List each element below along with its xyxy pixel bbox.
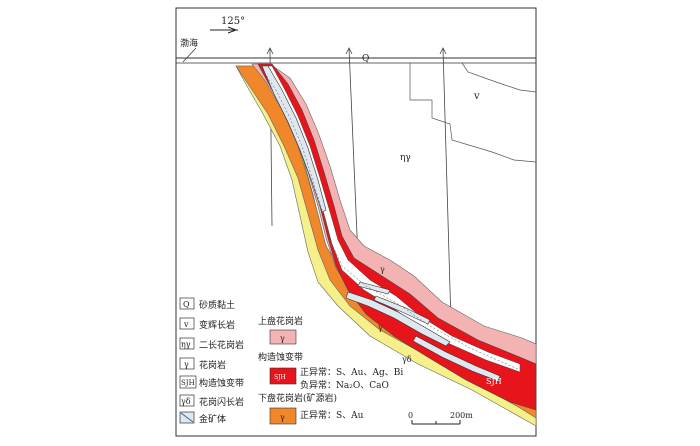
unit-label-v: v bbox=[473, 91, 480, 102]
svg-text:砂质黏土: 砂质黏土 bbox=[199, 299, 235, 311]
map-unit-labels: Q v ηγ γ γ γδ SJH bbox=[362, 54, 502, 386]
legend-item-sjh: SJH 构造蚀变带 bbox=[179, 375, 244, 389]
scale-bar: 0 200m bbox=[408, 411, 473, 425]
legend-alteration-swatch bbox=[269, 367, 297, 385]
legend-item-eta-gamma: ηγ 二长花岗岩 bbox=[179, 337, 244, 351]
svg-text:构造蚀变带: 构造蚀变带 bbox=[199, 377, 244, 389]
legend-lower-title: 下盘花岗岩(矿源岩) bbox=[258, 392, 337, 404]
svg-text:SJH: SJH bbox=[181, 379, 195, 387]
unit-label-eta-gamma: ηγ bbox=[400, 153, 411, 163]
legend-item-gamma: γ 花岗岩 bbox=[179, 357, 226, 371]
azimuth-label: 125° bbox=[221, 16, 245, 27]
legend-alteration-title: 构造蚀变带 bbox=[258, 351, 303, 363]
legend-upper-title: 上盘花岗岩 bbox=[258, 315, 303, 327]
scale-zero: 0 bbox=[408, 411, 413, 420]
scale-end: 200m bbox=[450, 411, 473, 420]
upper-granite-body bbox=[251, 63, 537, 407]
unit-label-gamma-delta: γδ bbox=[402, 355, 412, 364]
unit-label-gamma-upper: γ bbox=[380, 265, 385, 274]
legend-lower-swatch bbox=[269, 407, 297, 425]
place-leader-line bbox=[182, 47, 197, 63]
place-label: 渤海 bbox=[180, 37, 198, 49]
svg-text:变辉长岩: 变辉长岩 bbox=[199, 319, 235, 331]
svg-text:γ: γ bbox=[184, 360, 189, 369]
svg-text:γδ: γδ bbox=[181, 397, 191, 406]
legend-alteration-positive: 正异常：S、Au、Ag、Bi bbox=[300, 366, 403, 378]
legend-upper-symbol: γ bbox=[280, 334, 285, 343]
legend-item-gamma-delta: γδ 花岗闪长岩 bbox=[179, 394, 244, 408]
svg-text:花岗岩: 花岗岩 bbox=[199, 359, 226, 371]
legend-left: Q 砂质黏土 v 变辉长岩 ηγ 二长花岗岩 γ 花岗岩 SJH 构造蚀变带 γ… bbox=[179, 297, 244, 425]
unit-label-sjh: SJH bbox=[486, 377, 502, 386]
legend-item-q: Q 砂质黏土 bbox=[179, 297, 235, 311]
zone-midline bbox=[259, 65, 521, 371]
azimuth-marker: 125° bbox=[210, 16, 245, 34]
gold-ore-bodies bbox=[261, 65, 501, 382]
legend-upper-swatch bbox=[269, 329, 297, 345]
legend-lower-symbol: γ bbox=[280, 413, 285, 422]
legend-alteration-symbol: SJH bbox=[274, 374, 286, 381]
legend-alteration-negative: 负异常：Na₂O、CaO bbox=[300, 379, 389, 391]
svg-text:Q: Q bbox=[183, 300, 190, 309]
legend-item-gold-ore: 金矿体 bbox=[179, 411, 226, 425]
lithology-contacts bbox=[409, 62, 537, 163]
svg-text:ηγ: ηγ bbox=[181, 340, 191, 349]
unit-label-gamma-middle: γ bbox=[378, 323, 383, 332]
svg-text:金矿体: 金矿体 bbox=[199, 413, 226, 425]
svg-text:花岗闪长岩: 花岗闪长岩 bbox=[199, 396, 244, 408]
legend-lower-positive: 正异常：S、Au bbox=[300, 409, 364, 421]
svg-text:二长花岗岩: 二长花岗岩 bbox=[199, 339, 244, 351]
legend-item-v: v 变辉长岩 bbox=[179, 317, 235, 331]
ground-surface: 渤海 bbox=[176, 37, 536, 64]
unit-label-q: Q bbox=[362, 54, 369, 64]
legend-middle: 上盘花岗岩 γ 构造蚀变带 SJH 正异常：S、Au、Ag、Bi 负异常：Na₂… bbox=[258, 315, 403, 425]
svg-text:v: v bbox=[183, 320, 189, 329]
